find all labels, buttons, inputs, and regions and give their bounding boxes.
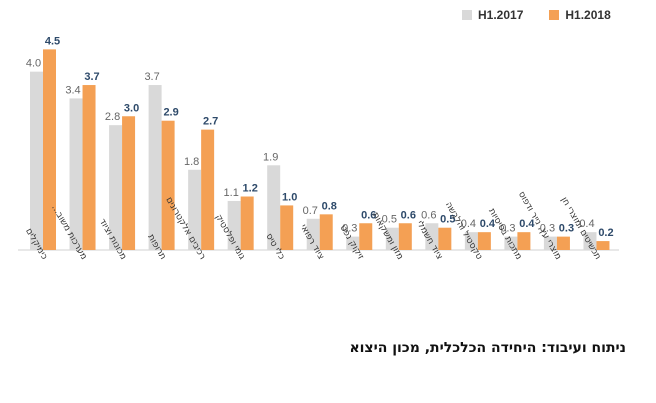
data-label-2017-5: 1.1 [224, 187, 239, 199]
bar-2017-2 [109, 125, 123, 250]
data-label-2018-7: 0.8 [322, 200, 337, 212]
bar-2017-3 [148, 85, 162, 251]
bar-2017-6 [267, 165, 281, 250]
bar-2017-5 [227, 200, 241, 250]
bar-2017-7 [306, 218, 320, 250]
data-label-2017-3: 3.7 [144, 71, 159, 83]
data-label-2018-1: 3.7 [84, 71, 99, 83]
bar-2018-10 [438, 227, 452, 250]
bar-2017-12 [504, 236, 518, 250]
bar-2017-10 [425, 223, 439, 250]
data-label-2018-11: 0.4 [480, 218, 496, 230]
data-label-2018-3: 2.9 [163, 107, 178, 119]
bar-2018-14 [596, 241, 610, 250]
data-label-2018-6: 1.0 [282, 191, 297, 203]
bar-2018-5 [240, 196, 254, 250]
bar-2018-0 [43, 49, 56, 250]
bar-2018-12 [517, 232, 531, 250]
data-label-2018-4: 2.7 [203, 116, 218, 128]
data-label-2017-4: 1.8 [184, 156, 199, 168]
data-label-2017-6: 1.9 [263, 151, 278, 163]
data-label-2017-1: 3.4 [65, 84, 80, 96]
data-label-2018-14: 0.2 [598, 227, 613, 239]
bar-2017-0 [30, 71, 43, 251]
data-label-2018-0: 4.5 [45, 35, 60, 47]
bar-2018-3 [161, 120, 175, 250]
bar-2017-13 [543, 236, 557, 250]
bar-2018-13 [556, 236, 570, 250]
data-label-2017-14: 0.4 [579, 218, 594, 230]
legend-item-2017: H1.2017 [462, 8, 523, 22]
legend-swatch-2018 [549, 10, 560, 20]
data-label-2017-11: 0.4 [461, 218, 476, 230]
data-label-2017-8: 0.3 [342, 223, 357, 235]
bar-2018-6 [280, 205, 294, 250]
data-label-2017-10: 0.6 [421, 209, 436, 221]
data-label-2017-0: 4.0 [26, 58, 41, 70]
bar-2018-11 [477, 232, 491, 250]
legend-swatch-2017 [462, 10, 472, 20]
legend-item-2018: H1.2018 [549, 8, 611, 22]
data-label-2018-10: 0.5 [440, 214, 455, 226]
data-label-2017-12: 0.3 [500, 223, 515, 235]
source-note: ניתוח ועיבוד: היחידה הכלכלית, מכון היצוא [349, 340, 626, 356]
data-label-2018-2: 3.0 [124, 102, 139, 114]
bar-2017-8 [346, 236, 360, 250]
data-label-2018-8: 0.6 [361, 209, 376, 221]
bar-2018-8 [359, 223, 373, 250]
data-label-2018-5: 1.2 [243, 183, 258, 195]
data-label-2017-13: 0.3 [540, 223, 555, 235]
data-label-2018-12: 0.4 [519, 218, 535, 230]
bar-2017-11 [464, 232, 478, 250]
legend-label-2018: H1.2018 [565, 8, 611, 22]
bar-2017-14 [583, 232, 597, 250]
data-label-2017-2: 2.8 [105, 111, 120, 123]
bar-2018-1 [82, 85, 96, 251]
bar-2017-1 [69, 98, 83, 251]
bar-2018-9 [398, 223, 412, 250]
bar-2018-7 [319, 214, 333, 250]
legend: H1.2017 H1.2018 [462, 8, 611, 22]
data-label-2017-9: 0.5 [382, 214, 397, 226]
data-label-2018-13: 0.3 [559, 223, 574, 235]
legend-label-2017: H1.2017 [478, 8, 524, 22]
data-label-2018-9: 0.6 [401, 209, 416, 221]
data-label-2017-7: 0.7 [303, 205, 318, 217]
bar-2018-4 [201, 129, 215, 250]
bar-2018-2 [122, 116, 136, 250]
bar-2017-9 [385, 227, 399, 250]
bar-2017-4 [188, 169, 202, 250]
